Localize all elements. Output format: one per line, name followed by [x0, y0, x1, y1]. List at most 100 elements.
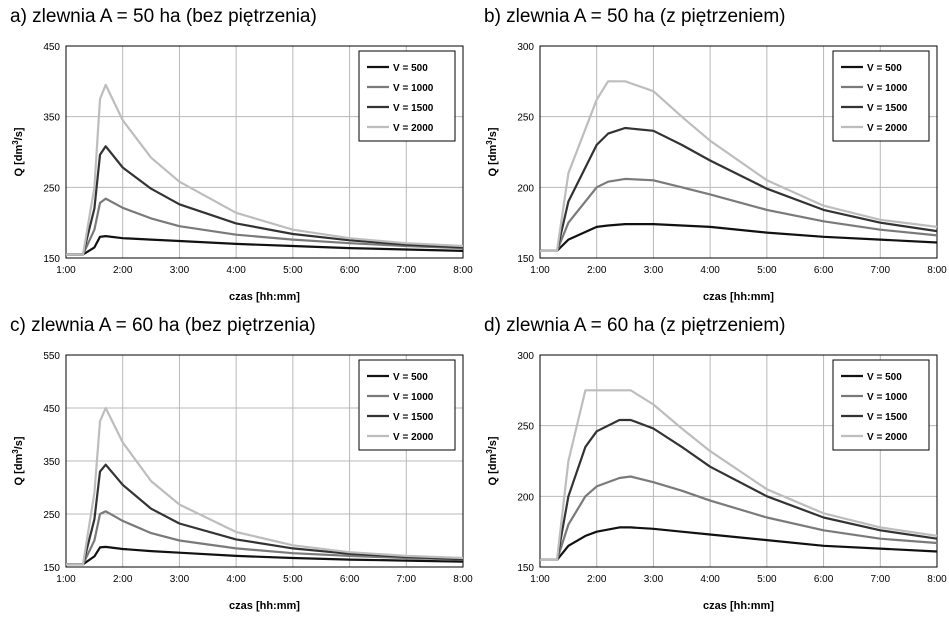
- series-line: [66, 83, 464, 256]
- y-tick-label: 350: [43, 457, 60, 468]
- y-axis-label-superscript: 3: [485, 449, 494, 454]
- legend-label: V = 500: [393, 63, 428, 74]
- chart-title: b) zlewnia A = 50 ha (z piętrzeniem): [484, 6, 786, 27]
- x-tick-label: 2:00: [113, 265, 133, 276]
- y-axis-label-part: Q [dm: [13, 454, 25, 486]
- chart-panel-d: d) zlewnia A = 60 ha (z piętrzeniem) 1:0…: [474, 309, 948, 618]
- y-axis-label: Q [dm3/s]: [11, 436, 26, 485]
- x-tick-label: 3:00: [170, 265, 190, 276]
- y-tick-label: 250: [43, 510, 60, 521]
- y-axis-label: Q [dm3/s]: [485, 127, 500, 176]
- legend-label: V = 2000: [867, 432, 908, 443]
- x-tick-label: 5:00: [757, 574, 777, 585]
- x-tick-label: 8:00: [453, 265, 473, 276]
- x-tick-label: 3:00: [644, 574, 664, 585]
- chart-svg: 1:00 2:00 3:00 4:00 5:00 6:00 7:00 8:0015025035…: [11, 351, 474, 612]
- y-axis-label-part: /s]: [487, 127, 499, 140]
- y-tick-label: 300: [517, 42, 534, 53]
- x-tick-label: 7:00: [871, 574, 891, 585]
- x-tick-label: 3:00: [170, 574, 190, 585]
- legend-label: V = 500: [393, 372, 428, 383]
- x-tick-label: 6:00: [814, 265, 834, 276]
- x-tick-label: 1:00: [530, 265, 550, 276]
- x-tick-label: 4:00: [226, 265, 246, 276]
- x-tick-label: 6:00: [814, 574, 834, 585]
- legend-label: V = 1500: [393, 103, 434, 114]
- x-tick-label: 2:00: [113, 574, 133, 585]
- series-line: [66, 145, 464, 256]
- legend-label: V = 500: [867, 372, 902, 383]
- y-axis-label-part: Q [dm: [487, 145, 499, 177]
- y-axis-label-superscript: 3: [11, 140, 20, 145]
- y-axis-label-superscript: 3: [11, 449, 20, 454]
- y-tick-label: 450: [43, 404, 60, 415]
- x-axis-label: czas [hh:mm]: [703, 600, 774, 612]
- x-axis-label: czas [hh:mm]: [229, 600, 300, 612]
- y-tick-label: 150: [43, 254, 60, 265]
- x-tick-label: 2:00: [587, 574, 607, 585]
- legend-label: V = 2000: [393, 432, 434, 443]
- y-tick-label: 200: [517, 183, 534, 194]
- series-line: [66, 197, 464, 256]
- series-line: [66, 235, 464, 256]
- series-line: [66, 545, 464, 566]
- y-tick-label: 450: [43, 42, 60, 53]
- x-tick-label: 3:00: [644, 265, 664, 276]
- x-tick-label: 8:00: [453, 574, 473, 585]
- y-tick-label: 300: [517, 351, 534, 362]
- legend-label: V = 1500: [393, 412, 434, 423]
- chart-panel-c: c) zlewnia A = 60 ha (bez piętrzenia) 1:…: [0, 309, 474, 618]
- series-line: [540, 126, 938, 252]
- legend-label: V = 2000: [867, 123, 908, 134]
- legend-label: V = 1000: [393, 392, 434, 403]
- x-tick-label: 7:00: [397, 265, 417, 276]
- chart-svg: 1:00 2:00 3:00 4:00 5:00 6:00 7:00 8:0015025035…: [11, 42, 474, 303]
- y-tick-label: 200: [517, 492, 534, 503]
- x-tick-label: 4:00: [700, 574, 720, 585]
- y-axis-label: Q [dm3/s]: [485, 436, 500, 485]
- y-axis-label-part: /s]: [13, 127, 25, 140]
- y-axis-label-part: /s]: [13, 436, 25, 449]
- x-tick-label: 5:00: [283, 574, 303, 585]
- plot-area: [539, 45, 938, 259]
- legend-label: V = 2000: [393, 123, 434, 134]
- x-tick-label: 1:00: [56, 574, 76, 585]
- x-tick-label: 8:00: [927, 574, 947, 585]
- legend-label: V = 500: [867, 63, 902, 74]
- y-tick-label: 550: [43, 351, 60, 362]
- series-line: [66, 406, 464, 566]
- chart-panel-b: b) zlewnia A = 50 ha (z piętrzeniem) 1:0…: [474, 0, 948, 309]
- x-tick-label: 1:00: [530, 574, 550, 585]
- plot-area: [65, 45, 464, 259]
- x-tick-label: 6:00: [340, 265, 360, 276]
- chart-title: c) zlewnia A = 60 ha (bez piętrzenia): [10, 315, 316, 336]
- y-tick-label: 350: [43, 113, 60, 124]
- series-line: [66, 510, 464, 566]
- chart-title: a) zlewnia A = 50 ha (bez piętrzenia): [10, 6, 317, 27]
- x-tick-label: 6:00: [340, 574, 360, 585]
- x-tick-label: 2:00: [587, 265, 607, 276]
- x-tick-label: 5:00: [757, 265, 777, 276]
- x-axis-label: czas [hh:mm]: [703, 291, 774, 303]
- y-tick-label: 150: [517, 254, 534, 265]
- series-line: [540, 418, 938, 561]
- x-tick-label: 4:00: [226, 574, 246, 585]
- plot-area: [539, 354, 938, 568]
- x-tick-label: 1:00: [56, 265, 76, 276]
- series-line: [540, 223, 938, 252]
- y-axis-label: Q [dm3/s]: [11, 127, 26, 176]
- legend-label: V = 1000: [867, 392, 908, 403]
- x-axis-label: czas [hh:mm]: [229, 291, 300, 303]
- y-tick-label: 150: [517, 563, 534, 574]
- y-tick-label: 250: [517, 422, 534, 433]
- series-line: [540, 526, 938, 561]
- y-axis-label-part: Q [dm: [13, 145, 25, 177]
- series-line: [540, 475, 938, 561]
- y-tick-label: 150: [43, 563, 60, 574]
- x-tick-label: 4:00: [700, 265, 720, 276]
- legend-label: V = 1500: [867, 412, 908, 423]
- y-axis-label-part: Q [dm: [487, 454, 499, 486]
- y-axis-label-part: /s]: [487, 436, 499, 449]
- series-line: [66, 463, 464, 566]
- chart-svg: 1:00 2:00 3:00 4:00 5:00 6:00 7:00 8:00 150 200 25…: [485, 42, 948, 303]
